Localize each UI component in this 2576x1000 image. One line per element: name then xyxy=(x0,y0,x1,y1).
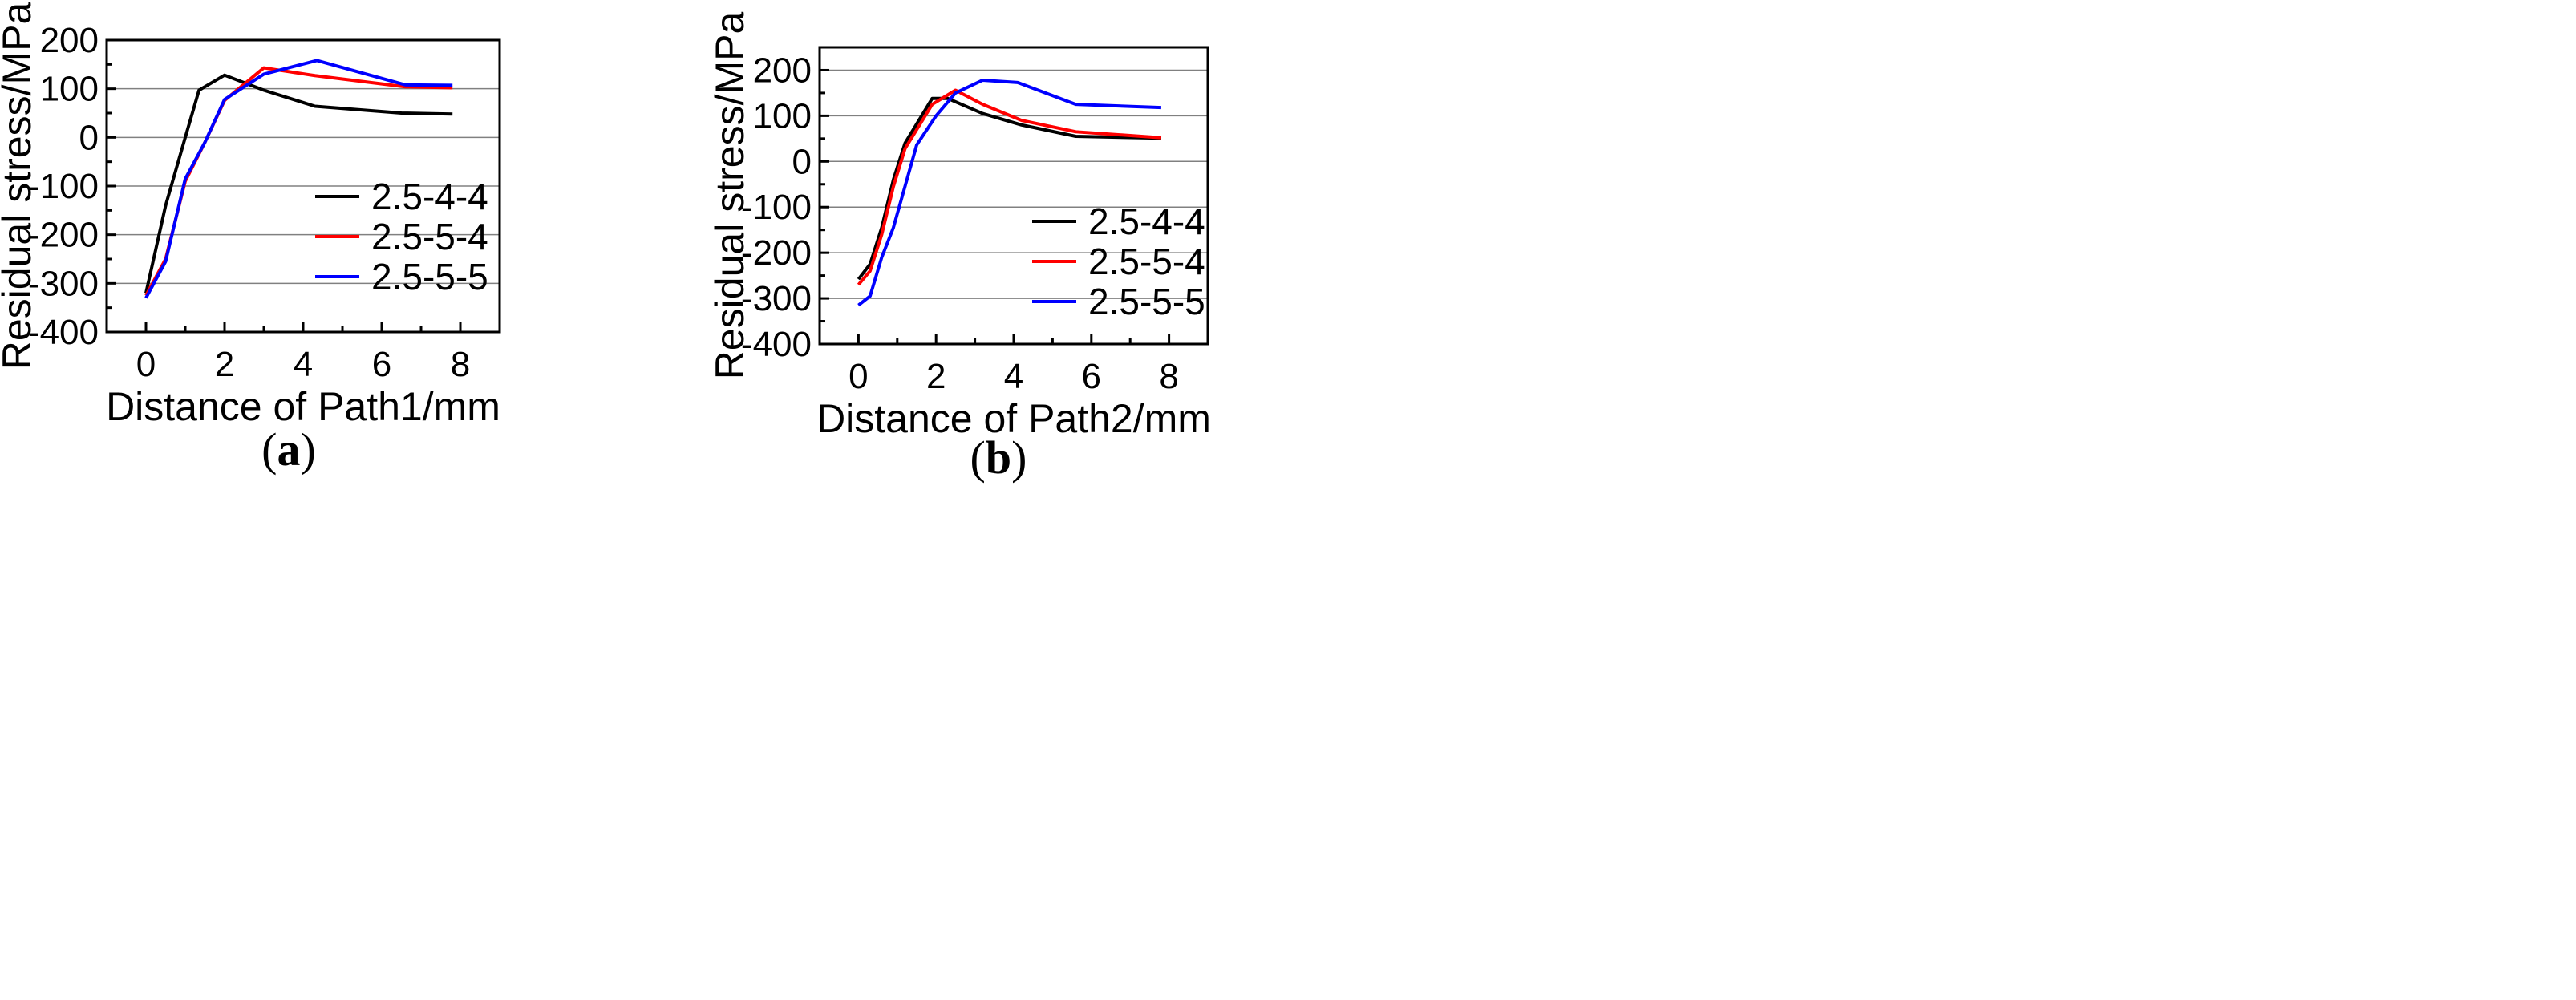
y-tick-label: 200 xyxy=(40,21,99,60)
caption-close-paren: ) xyxy=(1011,431,1027,484)
legend-label: 2.5-5-5 xyxy=(371,256,488,298)
legend-label: 2.5-4-4 xyxy=(1088,200,1205,242)
series-lines xyxy=(144,59,453,299)
x-tick-label: 4 xyxy=(294,345,313,384)
x-tick-label: 6 xyxy=(1082,357,1101,396)
chart-panel-b: 0 2 4 6 8 -400 -300 -200 -100 0 100 200 Distance o… xyxy=(707,12,1211,484)
series-lines xyxy=(857,78,1162,307)
series-line-2.5-5-5 xyxy=(144,59,453,299)
caption-close-paren: ) xyxy=(301,423,316,476)
x-tick-label: 0 xyxy=(136,345,156,384)
x-tick-label: 2 xyxy=(926,357,946,396)
series-line-2.5-5-5 xyxy=(857,78,1161,307)
panel-caption: (b) xyxy=(970,431,1027,484)
series-line-2.5-4-4 xyxy=(144,73,453,294)
y-tick-label: 100 xyxy=(40,70,99,109)
legend-label: 2.5-5-4 xyxy=(1088,241,1205,282)
x-axis-label: Distance of Path2/mm xyxy=(816,396,1211,441)
y-tick-label: -100 xyxy=(28,167,99,206)
x-tick-label: 8 xyxy=(1159,357,1178,396)
x-tick-label: 8 xyxy=(451,345,470,384)
y-tick-label: 100 xyxy=(753,96,812,136)
series-line-2.5-5-4 xyxy=(857,88,1162,286)
x-tick-label: 0 xyxy=(849,357,868,396)
y-tick-label: -300 xyxy=(28,264,99,303)
y-axis-label: Residual stress/MPa xyxy=(707,12,752,380)
caption-letter: a xyxy=(277,423,301,476)
legend: 2.5-4-42.5-5-42.5-5-5 xyxy=(1032,200,1205,322)
y-tick-label: -400 xyxy=(741,325,812,364)
panel-caption: (a) xyxy=(261,423,316,476)
legend-label: 2.5-5-5 xyxy=(1088,281,1205,322)
y-tick-label: 0 xyxy=(792,142,812,181)
x-tick-labels: 0 2 4 6 8 xyxy=(849,357,1179,396)
caption-letter: b xyxy=(986,431,1011,484)
y-tick-label: 200 xyxy=(753,51,812,90)
x-tick-label: 2 xyxy=(215,345,234,384)
legend-label: 2.5-4-4 xyxy=(371,176,488,217)
y-tick-label: 0 xyxy=(79,118,99,157)
x-tick-label: 6 xyxy=(372,345,391,384)
axis-ticks xyxy=(105,38,501,334)
y-tick-label: -300 xyxy=(741,279,812,318)
legend-label: 2.5-5-4 xyxy=(371,216,488,257)
caption-open-paren: ( xyxy=(261,423,277,476)
x-tick-label: 4 xyxy=(1004,357,1023,396)
caption-open-paren: ( xyxy=(970,431,986,484)
axis-ticks xyxy=(818,46,1209,346)
y-axis-label: Residual stress/MPa xyxy=(0,2,39,370)
y-tick-labels: -400 -300 -200 -100 0 100 200 xyxy=(741,51,812,364)
y-tick-label: -200 xyxy=(28,216,99,255)
chart-panel-a: 0 2 4 6 8 -400 -300 -200 -100 0 100 200 Distance o… xyxy=(0,2,501,476)
y-tick-label: -400 xyxy=(28,313,99,352)
x-axis-label: Distance of Path1/mm xyxy=(106,384,500,429)
legend: 2.5-4-42.5-5-42.5-5-5 xyxy=(315,176,488,298)
y-tick-labels: -400 -300 -200 -100 0 100 200 xyxy=(28,21,99,352)
y-tick-label: -200 xyxy=(741,233,812,273)
y-tick-label: -100 xyxy=(741,188,812,227)
x-tick-labels: 0 2 4 6 8 xyxy=(136,345,470,384)
series-line-2.5-4-4 xyxy=(857,96,1161,281)
